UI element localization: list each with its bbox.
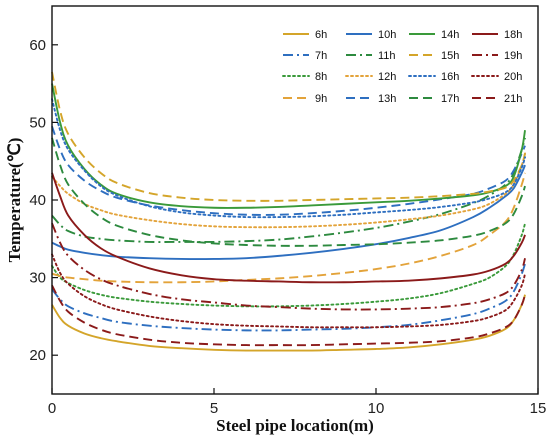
legend-item-13h: 13h bbox=[346, 93, 396, 105]
legend-label: 15h bbox=[441, 50, 459, 62]
series-line-13h bbox=[51, 125, 526, 216]
legend-item-19h: 19h bbox=[472, 50, 522, 62]
x-tick-label: 10 bbox=[368, 400, 385, 417]
series-line-12h bbox=[51, 152, 526, 229]
x-tick-label: 15 bbox=[530, 400, 547, 417]
legend-item-6h: 6h bbox=[283, 29, 327, 41]
x-tick-label: 0 bbox=[48, 400, 56, 417]
legend-label: 20h bbox=[504, 71, 522, 83]
legend-item-18h: 18h bbox=[472, 29, 522, 41]
series-line-10h bbox=[51, 164, 526, 261]
y-axis-title: Temperature(℃) bbox=[5, 138, 24, 263]
legend-label: 21h bbox=[504, 93, 522, 105]
y-tick-label: 30 bbox=[29, 270, 46, 287]
series-line-19h bbox=[51, 222, 526, 311]
legend-item-17h: 17h bbox=[409, 93, 459, 105]
legend-item-7h: 7h bbox=[283, 50, 327, 62]
legend-label: 10h bbox=[378, 29, 396, 41]
legend-label: 6h bbox=[315, 29, 327, 41]
legend-item-21h: 21h bbox=[472, 93, 522, 105]
axes-layer: 0 5 10 15 20 30 40 50 60 bbox=[29, 5, 547, 417]
series-line-18h bbox=[51, 172, 526, 284]
y-tick-label: 60 bbox=[29, 37, 46, 54]
y-tick-label: 20 bbox=[29, 347, 46, 364]
legend-label: 8h bbox=[315, 71, 327, 83]
legend-item-14h: 14h bbox=[409, 29, 459, 41]
series-line-15h bbox=[51, 71, 526, 202]
series-line-9h bbox=[51, 172, 526, 284]
legend-item-9h: 9h bbox=[283, 93, 327, 105]
legend-item-8h: 8h bbox=[282, 71, 327, 83]
legend-label: 19h bbox=[504, 50, 522, 62]
legend-label: 16h bbox=[441, 71, 459, 83]
legend-label: 17h bbox=[441, 93, 459, 105]
legend-label: 12h bbox=[378, 71, 396, 83]
legend-label: 18h bbox=[504, 29, 522, 41]
series-line-17h bbox=[51, 137, 526, 247]
legend-item-11h: 11h bbox=[346, 50, 396, 62]
legend-label: 13h bbox=[378, 93, 396, 105]
legend-item-15h: 15h bbox=[409, 50, 459, 62]
x-axis-title: Steel pipe location(m) bbox=[216, 416, 374, 435]
y-tick-label: 40 bbox=[29, 192, 46, 209]
series-line-16h bbox=[51, 98, 526, 219]
legend-label: 11h bbox=[378, 50, 396, 62]
series-line-6h bbox=[51, 294, 526, 352]
legend: 6h 7h 8h 9h 10h 11h 12h 13h 14h 15h 16h 17h 18h 19h 20… bbox=[282, 29, 522, 105]
legend-label: 14h bbox=[441, 29, 459, 41]
series-line-8h bbox=[51, 222, 526, 308]
series-line-21h bbox=[51, 284, 526, 347]
x-tick-label: 5 bbox=[210, 400, 218, 417]
y-tick-label: 50 bbox=[29, 114, 46, 131]
legend-label: 9h bbox=[315, 93, 327, 105]
legend-item-12h: 12h bbox=[345, 71, 396, 83]
legend-item-20h: 20h bbox=[471, 71, 522, 83]
series-line-7h bbox=[51, 263, 526, 332]
series-layer bbox=[51, 71, 526, 352]
legend-label: 7h bbox=[315, 50, 327, 62]
legend-item-10h: 10h bbox=[346, 29, 396, 41]
legend-item-16h: 16h bbox=[408, 71, 459, 83]
